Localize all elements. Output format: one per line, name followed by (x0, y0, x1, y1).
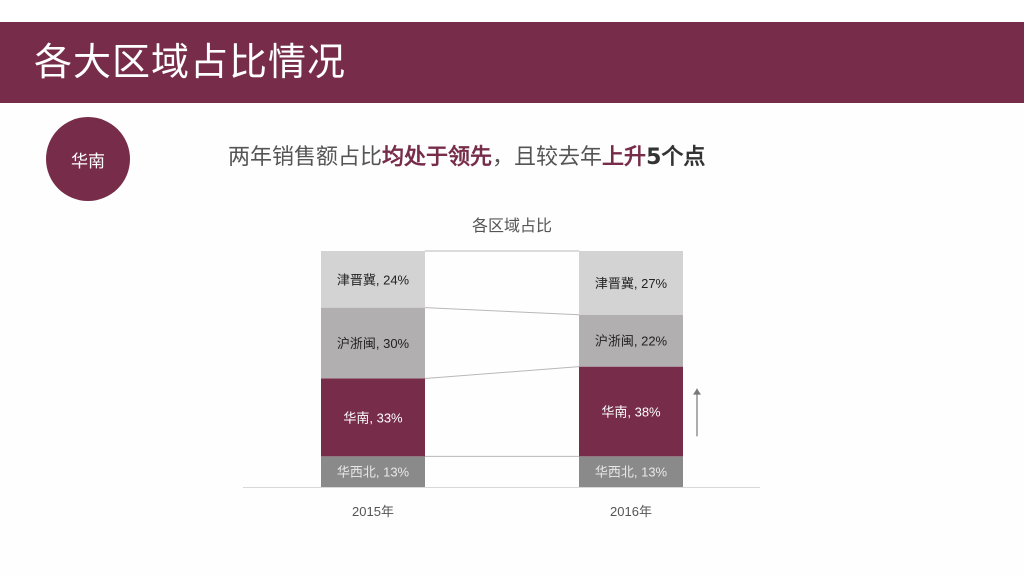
data-label: 华南, 33% (343, 410, 403, 425)
bar-segment (321, 251, 425, 308)
page-title: 各大区域占比情况 (34, 40, 347, 84)
bar-segment (321, 307, 425, 379)
data-label: 津晋冀, 27% (595, 276, 668, 291)
headline-part5: 5个点 (646, 145, 706, 170)
headline: 两年销售额占比均处于领先，且较去年上升5个点 (228, 143, 705, 173)
headline-part2: 均处于领先 (382, 145, 493, 170)
data-label: 华西北, 13% (595, 465, 668, 480)
bar-segment (579, 366, 683, 457)
connector-line (424, 366, 580, 379)
chart-title: 各区域占比 (471, 216, 552, 235)
bar-segment (579, 456, 683, 487)
top-strip (0, 0, 1024, 22)
x-tick-label: 2016年 (610, 504, 652, 519)
bar-segment (579, 314, 683, 367)
bar-segment (321, 456, 425, 487)
headline-part4: 上升 (602, 145, 647, 170)
region-badge-label: 华南 (71, 151, 105, 172)
headline-part3: ，且较去年 (492, 145, 603, 170)
data-label: 华西北, 13% (337, 465, 410, 480)
header-bar: 各大区域占比情况 (0, 22, 1024, 103)
x-tick-label: 2015年 (352, 504, 394, 519)
region-badge: 华南 (46, 117, 130, 201)
data-label: 津晋冀, 24% (337, 272, 410, 287)
bar-segment (321, 378, 425, 457)
connector-line (424, 307, 580, 316)
bar-segment (579, 251, 683, 315)
headline-part1: 两年销售额占比 (228, 145, 383, 170)
data-label: 沪浙闽, 30% (337, 336, 410, 351)
data-label: 沪浙闽, 22% (595, 334, 668, 349)
data-label: 华南, 38% (601, 404, 661, 419)
up-arrow-head-icon (693, 388, 701, 395)
